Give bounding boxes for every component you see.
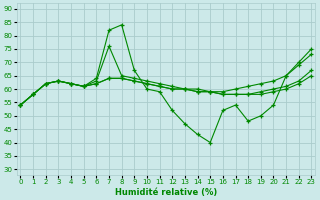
X-axis label: Humidité relative (%): Humidité relative (%) [115,188,217,197]
